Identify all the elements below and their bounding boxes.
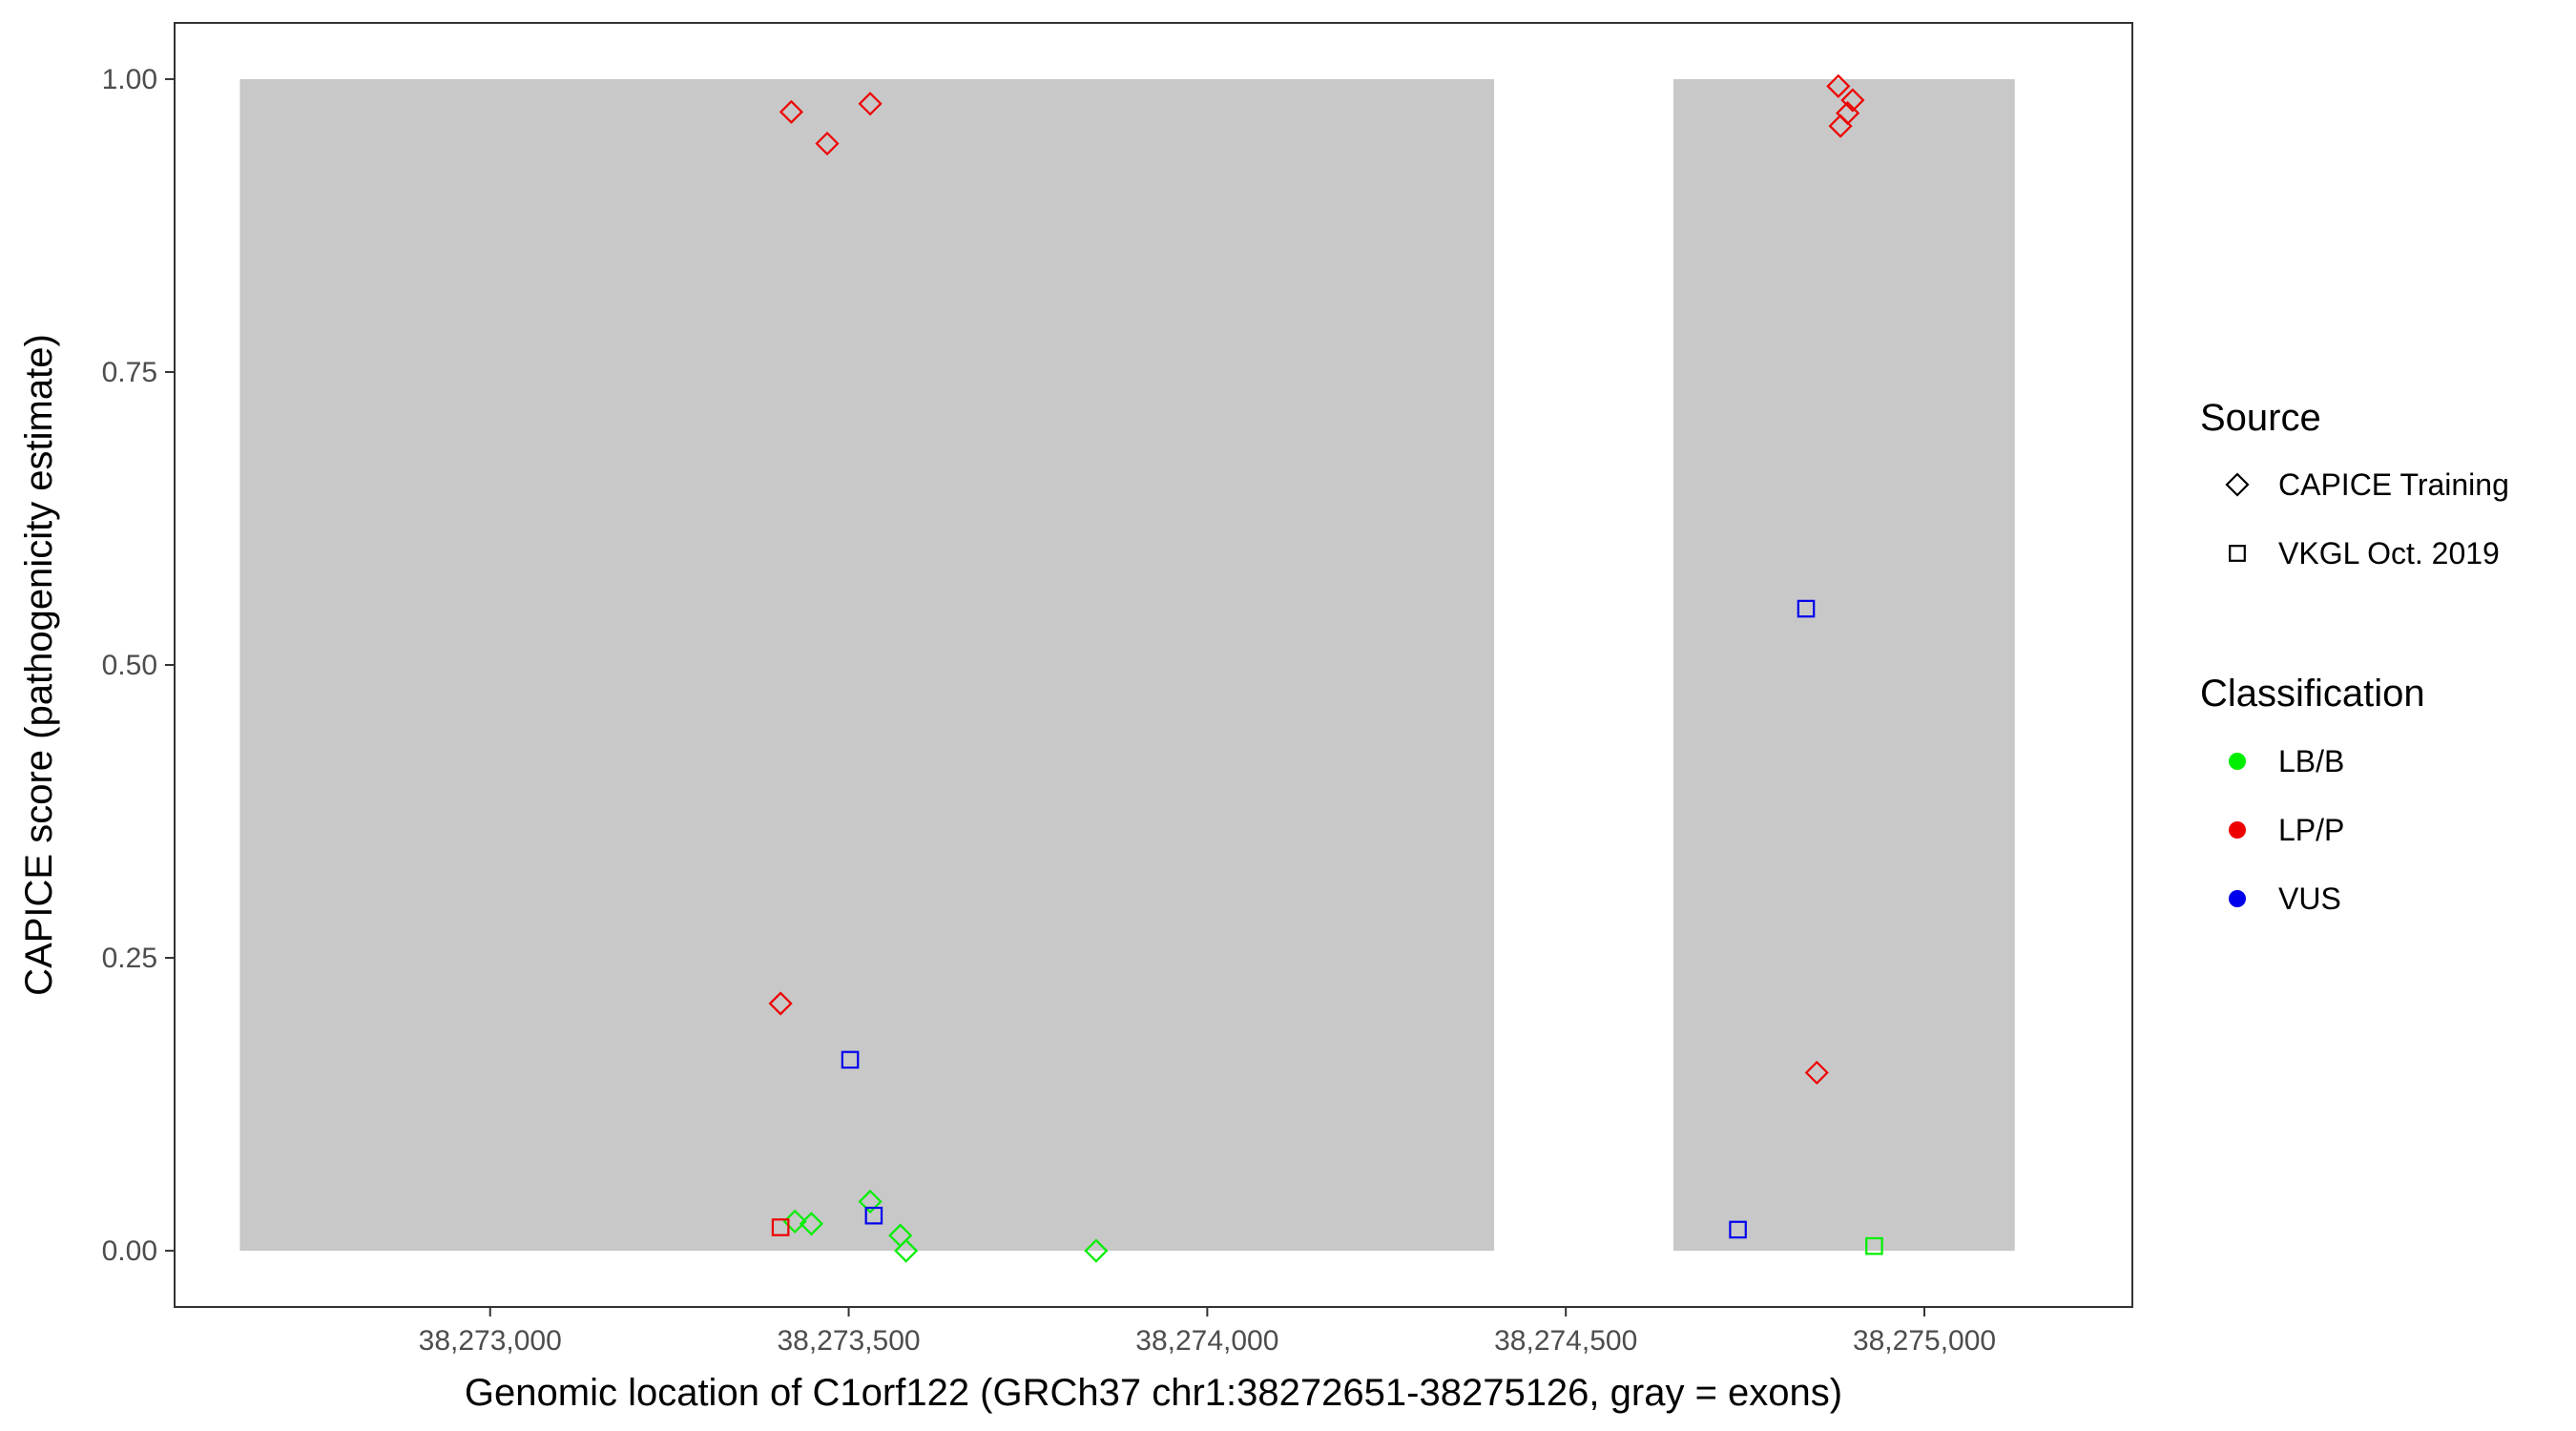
legend-source-title: Source xyxy=(2200,397,2321,439)
data-point xyxy=(1826,73,1851,98)
legend: Source Classification CAPICE Training VKG… xyxy=(2200,397,2509,916)
x-tick-label: 38,274,500 xyxy=(1494,1325,1637,1357)
legend-classification-title: Classification xyxy=(2200,673,2425,715)
legend-source-key xyxy=(2229,545,2246,562)
data-point xyxy=(799,1212,824,1236)
y-tick-label: 0.00 xyxy=(102,1235,157,1267)
data-point xyxy=(815,131,840,156)
y-axis-title: CAPICE score (pathogenicity estimate) xyxy=(18,334,60,996)
x-axis-title: Genomic location of C1orf122 (GRCh37 chr… xyxy=(465,1372,1842,1414)
data-point xyxy=(779,99,803,124)
x-axis: 38,273,000 38,273,500 38,274,000 38,274,500… xyxy=(419,1307,1996,1357)
legend-classification-key xyxy=(2229,753,2246,770)
points-layer xyxy=(768,73,1883,1263)
y-axis: 0.00 0.25 0.50 0.75 1.00 xyxy=(102,64,175,1267)
exon-region xyxy=(1672,78,2015,1252)
data-point xyxy=(858,1189,883,1214)
data-point xyxy=(1804,1060,1829,1085)
data-point xyxy=(894,1238,919,1263)
y-tick-label: 0.25 xyxy=(102,943,157,974)
y-tick-label: 0.75 xyxy=(102,357,157,388)
x-tick-label: 38,273,500 xyxy=(777,1325,920,1357)
data-point xyxy=(1828,114,1853,138)
y-tick-label: 1.00 xyxy=(102,64,157,95)
data-point xyxy=(1840,88,1865,113)
legend-source-label: VKGL Oct. 2019 xyxy=(2278,536,2500,570)
data-point xyxy=(771,1218,790,1236)
x-tick-label: 38,273,000 xyxy=(419,1325,562,1357)
y-tick-label: 0.50 xyxy=(102,650,157,681)
x-tick-label: 38,274,000 xyxy=(1135,1325,1278,1357)
legend-classification-label: LP/P xyxy=(2278,813,2344,847)
data-point xyxy=(864,1206,883,1225)
legend-classification-entries: LB/B LP/P VUS xyxy=(2229,744,2344,916)
data-point xyxy=(768,991,793,1016)
exon-region xyxy=(239,78,1495,1252)
legend-source-key xyxy=(2225,472,2250,497)
legend-classification-key xyxy=(2229,821,2246,839)
data-point xyxy=(1865,1236,1883,1255)
data-point xyxy=(1084,1238,1109,1263)
x-tick-label: 38,275,000 xyxy=(1853,1325,1996,1357)
legend-classification-label: VUS xyxy=(2278,881,2341,916)
legend-classification-label: LB/B xyxy=(2278,744,2344,778)
legend-source-entries: CAPICE Training VKGL Oct. 2019 xyxy=(2225,467,2509,570)
data-point xyxy=(782,1209,807,1234)
legend-classification-key xyxy=(2229,890,2246,907)
data-point xyxy=(1797,599,1816,618)
data-point xyxy=(858,92,883,116)
data-point xyxy=(841,1050,860,1069)
exon-layer xyxy=(239,78,2015,1252)
legend-source-label: CAPICE Training xyxy=(2278,467,2509,502)
data-point xyxy=(1729,1220,1747,1239)
